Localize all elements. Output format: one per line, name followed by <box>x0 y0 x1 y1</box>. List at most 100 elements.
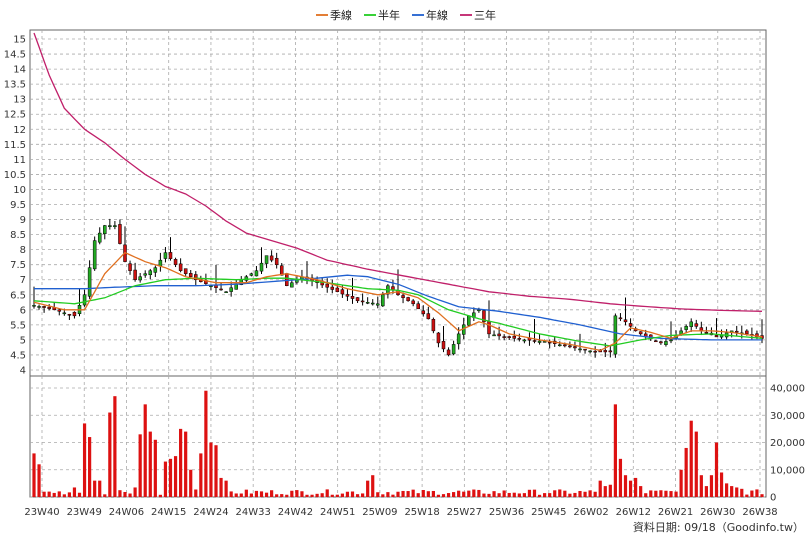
candle-body <box>654 340 658 343</box>
volume-bar <box>543 493 547 497</box>
volume-bar <box>113 396 117 497</box>
volume-bar <box>416 493 420 497</box>
candle-body <box>669 339 673 342</box>
volume-bar <box>259 491 264 497</box>
volume-bar <box>219 477 223 497</box>
volume-bar <box>745 494 749 497</box>
x-tick-label: 24W06 <box>109 507 144 518</box>
volume-bar <box>532 489 537 497</box>
volume-bar <box>639 486 643 497</box>
candle-body <box>512 335 517 339</box>
volume-bar <box>224 480 228 497</box>
price-tick-label: 12.5 <box>4 110 26 121</box>
volume-bar <box>118 490 122 497</box>
candle-body <box>269 255 274 261</box>
x-tick-label: 24W42 <box>278 507 313 518</box>
candle-body <box>360 300 365 303</box>
candle-body <box>188 273 193 277</box>
x-tick-label: 25W27 <box>447 507 482 518</box>
volume-bar <box>750 490 754 497</box>
candle-body <box>421 310 426 315</box>
volume-tick-label: 0 <box>770 493 776 504</box>
volume-bar <box>340 493 344 497</box>
legend: 季線 半年 年線 三年 <box>316 8 496 22</box>
candle-body <box>62 312 67 315</box>
candle-body <box>128 263 132 271</box>
volume-bar <box>264 492 269 497</box>
price-tick-label: 15 <box>13 35 26 46</box>
candle-body <box>113 225 117 228</box>
x-tick-label: 23W40 <box>24 507 59 518</box>
volume-bar <box>654 490 658 497</box>
candle-body <box>57 309 62 312</box>
volume-bar <box>133 487 137 497</box>
volume-bar <box>32 453 36 497</box>
volume-bar <box>603 486 607 497</box>
volume-bar <box>386 492 390 497</box>
volume-bar <box>411 489 415 497</box>
volume-bar <box>664 490 668 497</box>
x-tick-label: 26W21 <box>658 507 693 518</box>
volume-bar <box>441 494 446 497</box>
volume-bar <box>431 490 435 497</box>
candle-body <box>638 331 643 335</box>
volume-bar <box>578 490 582 497</box>
price-tick-label: 11.5 <box>4 140 26 151</box>
volume-bar <box>67 492 71 497</box>
ma-half-line <box>33 277 763 347</box>
volume-bar <box>239 493 243 497</box>
candle-body <box>603 350 608 353</box>
candle-body <box>285 273 289 286</box>
volume-bar <box>98 480 102 497</box>
legend-label: 季線 <box>330 8 352 22</box>
candle-body <box>67 314 72 316</box>
candle-body <box>684 326 688 330</box>
price-tick-label: 14 <box>13 65 26 76</box>
price-tick-label: 6 <box>20 305 26 316</box>
volume-bar <box>730 486 734 497</box>
candle-body <box>522 339 527 342</box>
volume-bar <box>669 491 673 497</box>
candle-body <box>82 294 87 306</box>
volume-bar <box>290 490 294 497</box>
candle-body <box>335 287 340 293</box>
volume-bar <box>401 490 405 497</box>
volume-bar <box>502 490 506 497</box>
candle-body <box>259 262 264 272</box>
volume-tick-label: 40,000 <box>770 384 805 395</box>
candle-body <box>279 265 284 276</box>
volume-bar <box>249 493 253 497</box>
volume-bar <box>310 494 314 497</box>
volume-bar <box>618 458 623 497</box>
volume-bar <box>184 431 188 497</box>
candle-body <box>108 225 112 227</box>
volume-bar <box>573 492 577 497</box>
volume-bar <box>593 491 597 497</box>
volume-bar <box>487 493 491 497</box>
candle-body <box>568 345 572 348</box>
volume-bar <box>735 487 739 497</box>
volume-bar <box>295 490 299 497</box>
price-tick-label: 10.5 <box>4 170 26 181</box>
volume-bar <box>209 442 213 497</box>
price-tick-label: 5 <box>20 335 26 346</box>
volume-bar <box>371 475 375 497</box>
x-tick-label: 26W38 <box>742 507 777 518</box>
candle-body <box>274 257 279 265</box>
volume-bar <box>199 453 203 497</box>
volume-bar <box>714 442 719 497</box>
price-tick-label: 4.5 <box>10 350 26 361</box>
candle-body <box>183 268 188 274</box>
price-tick-label: 11 <box>13 155 26 166</box>
volume-bar <box>330 494 334 497</box>
volume-bar <box>699 475 703 497</box>
x-axis: 23W40 23W49 24W06 24W15 24W24 24W33 24W42 24W51… <box>24 507 777 518</box>
candle-body <box>542 341 547 343</box>
volume-bar <box>153 439 157 497</box>
candle-body <box>330 286 335 290</box>
candle-body <box>97 232 102 243</box>
volume-bar <box>406 491 410 497</box>
x-tick-label: 26W02 <box>573 507 608 518</box>
ma-3year-line <box>33 32 763 312</box>
legend-label: 年線 <box>426 8 448 22</box>
